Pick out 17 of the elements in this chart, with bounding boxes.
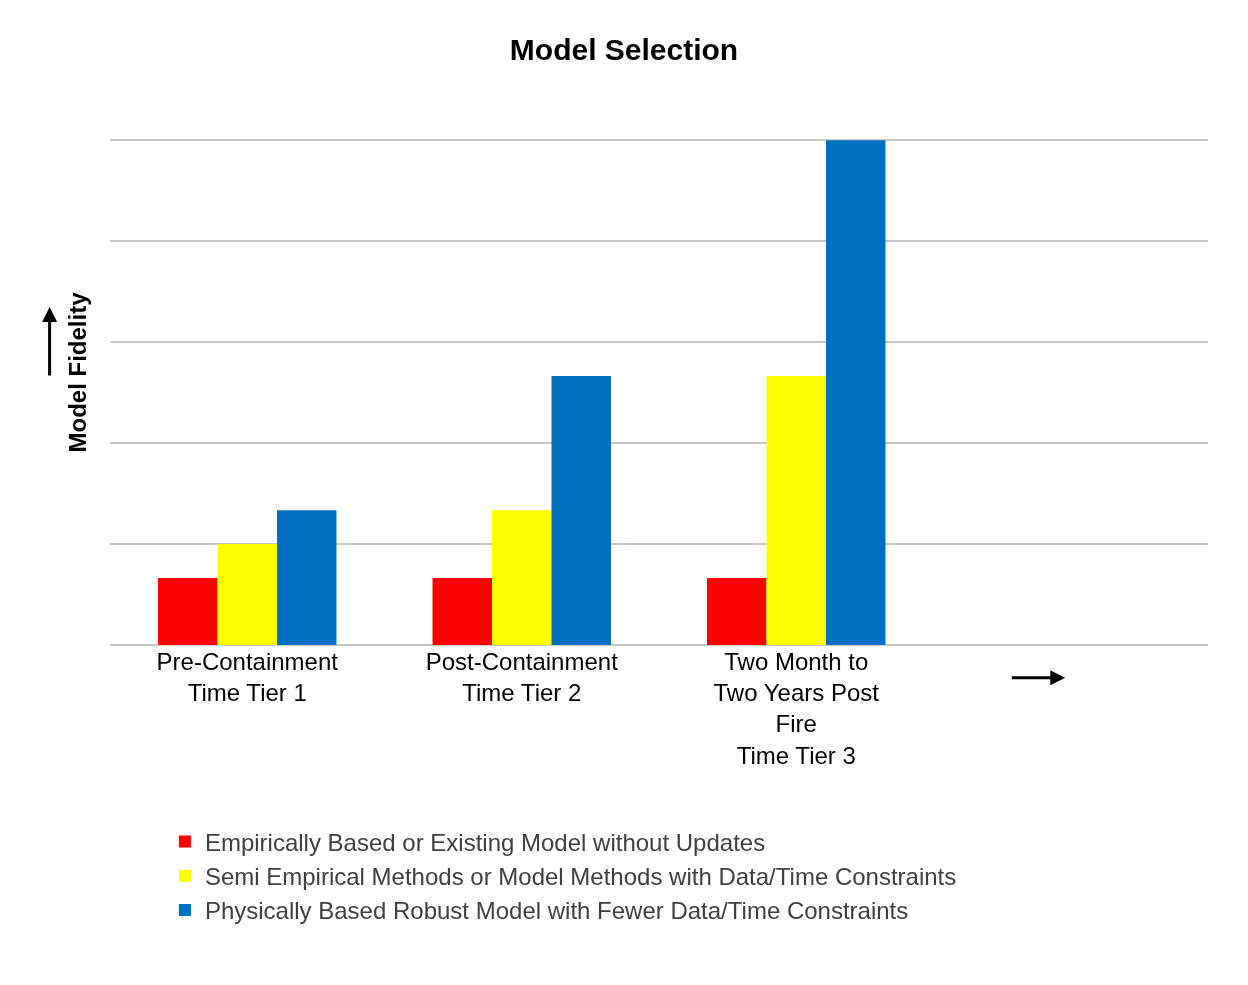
y-axis-title: Model Fidelity bbox=[64, 291, 92, 453]
x-tick-label: Pre-Containment Time Tier 1 bbox=[156, 648, 339, 707]
bar bbox=[276, 510, 337, 645]
bar bbox=[766, 376, 826, 645]
bar bbox=[707, 577, 767, 645]
bar bbox=[492, 510, 552, 645]
x-tick-label: Two Month to Two Years Post Fire Time Tier 3 bbox=[713, 648, 880, 769]
legend-label: Semi Empirical Methods or Model Methods with Data/Time Constraints bbox=[204, 863, 957, 891]
bar bbox=[432, 577, 493, 645]
chart-title: Model Selection bbox=[509, 33, 739, 67]
bar bbox=[217, 544, 277, 645]
bar bbox=[158, 577, 218, 645]
bar bbox=[825, 140, 886, 645]
legend-label: Physically Based Robust Model with Fewer Data/Time Constraints bbox=[204, 897, 909, 925]
x-tick-label: Post-Containment Time Tier 2 bbox=[425, 648, 619, 707]
bar bbox=[551, 376, 611, 645]
legend-label: Empirically Based or Existing Model without Updates bbox=[204, 828, 766, 856]
